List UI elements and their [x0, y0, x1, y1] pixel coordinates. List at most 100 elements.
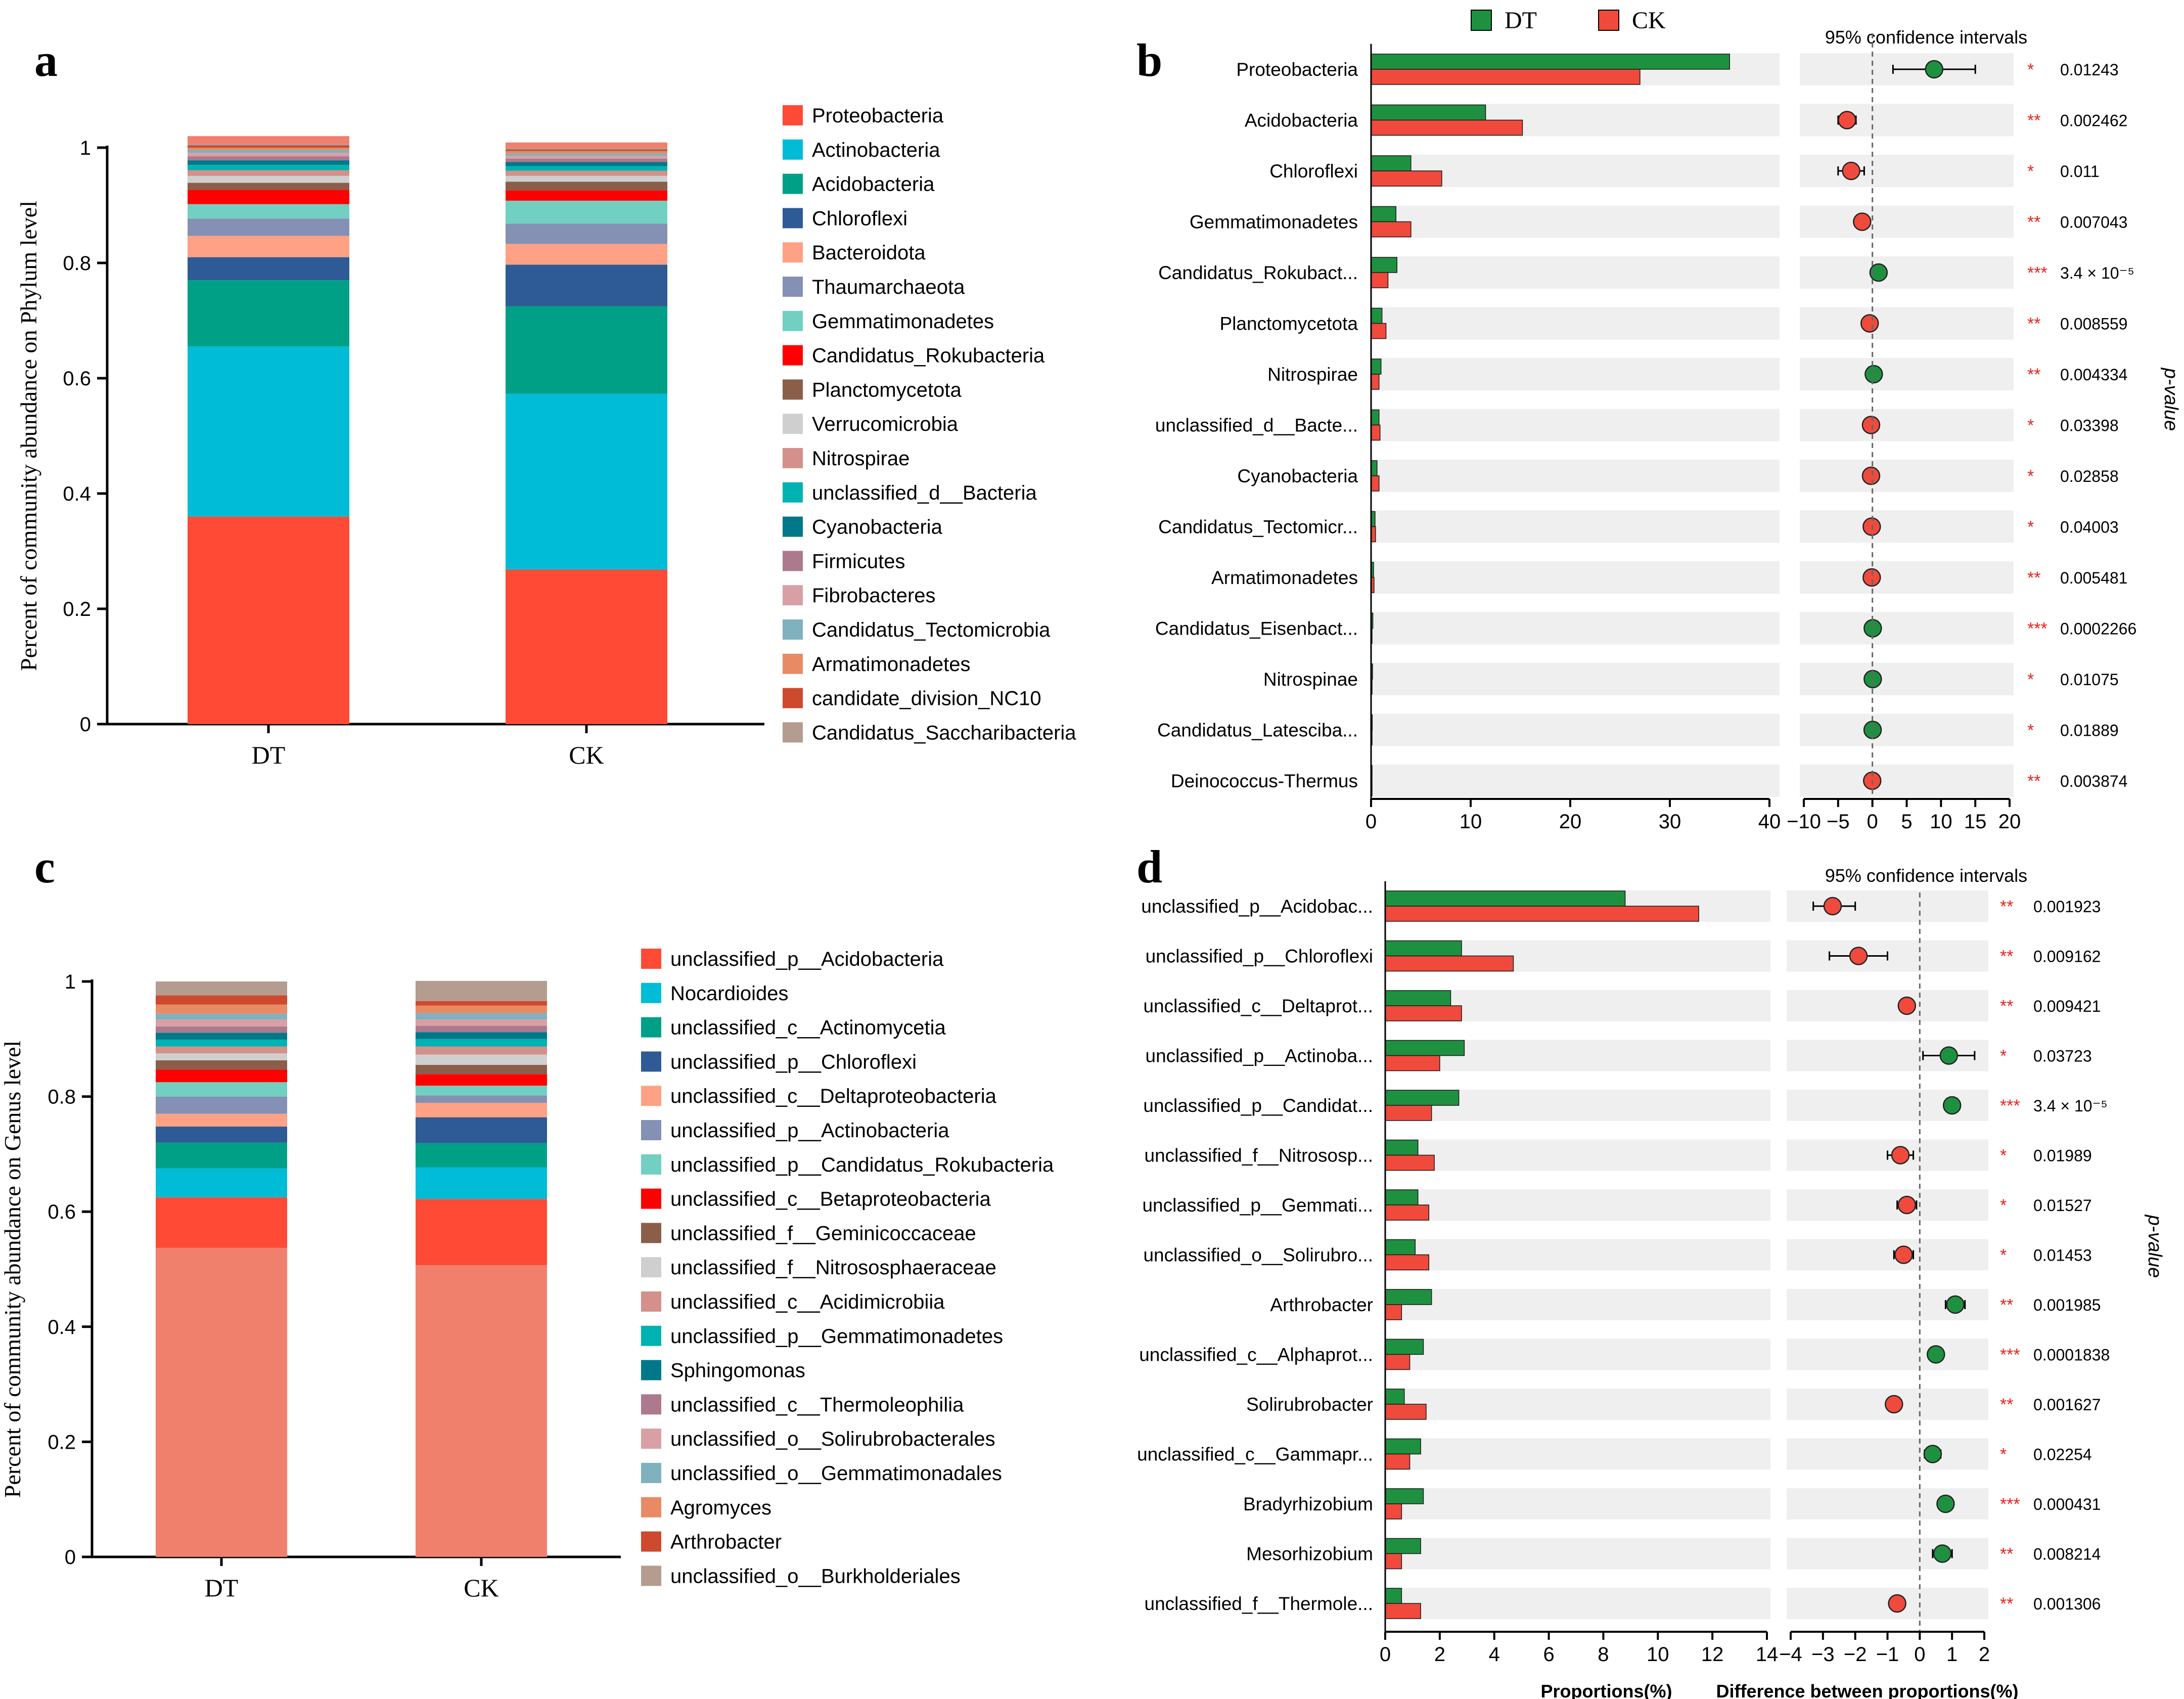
ci-point [1888, 1594, 1906, 1613]
row-band-right [1800, 612, 2014, 645]
row-band-left [1385, 1538, 1770, 1570]
p-value: 0.001627 [2033, 1396, 2101, 1414]
bar-ck [1371, 170, 1442, 187]
ci-x-tick-label: −1 [1876, 1643, 1899, 1666]
row-band-right [1787, 1189, 1988, 1221]
bar-segment-dt-7 [156, 1082, 287, 1097]
bar-segment-ck-14 [506, 155, 667, 159]
ci-point [1939, 1046, 1959, 1065]
bar-segment-ck-8 [416, 1074, 547, 1086]
y-tick-label: 0.4 [63, 483, 91, 505]
bar-ck [1385, 955, 1514, 972]
legend-label: Arthrobacter [670, 1531, 782, 1553]
legend-label: Candidatus_Rokubacteria [812, 345, 1045, 367]
legend-swatch [783, 688, 803, 708]
legend-swatch [641, 1223, 661, 1243]
p-value: 0.003874 [2060, 772, 2127, 790]
row-band-right [1787, 1338, 1988, 1370]
bar-segment-dt-18 [188, 144, 349, 146]
legend-label: Chloroflexi [812, 207, 907, 230]
bar-dt [1385, 1488, 1424, 1504]
legend-label: unclassified_c__Acidimicrobiia [670, 1291, 945, 1313]
ci-point [1849, 947, 1868, 965]
legend-label: unclassified_c__Betaproteobacteria [670, 1188, 991, 1211]
x-tick-label: 40 [1758, 811, 1781, 833]
bar-segment-ck-3 [506, 264, 667, 306]
p-value: 0.01075 [2060, 670, 2119, 689]
bar-segment-dt-11 [188, 165, 349, 170]
row-label: Solirubrobacter [1246, 1394, 1373, 1415]
bar-segment-ck-15 [506, 153, 667, 156]
bar-segment-dt-6 [188, 204, 349, 219]
legend-label: unclassified_p__Chloroflexi [670, 1051, 917, 1073]
bar-segment-dt-11 [156, 1046, 287, 1054]
bar-ck [1385, 1254, 1430, 1271]
bar-segment-dt-9 [188, 175, 349, 183]
p-value: 0.01889 [2060, 722, 2119, 740]
p-value: 0.03723 [2033, 1047, 2092, 1065]
bar-ck [1385, 1503, 1402, 1519]
row-label: Nitrospinae [1263, 669, 1358, 690]
legend-label: unclassified_p__Actinobacteria [670, 1120, 949, 1142]
row-band-left [1385, 1389, 1770, 1420]
x-tick-label: DT [252, 741, 286, 769]
ci-point [1864, 365, 1883, 384]
bar-segment-ck-6 [416, 1095, 547, 1103]
row-label: unclassified_p__Acidobac... [1141, 896, 1373, 917]
panel-c: c Percent of community abundance on Genus… [0, 841, 1054, 1602]
row-label: Mesorhizobium [1246, 1544, 1373, 1564]
y-tick-label: 0 [80, 713, 91, 736]
legend-swatch [641, 1120, 661, 1140]
bar-segment-ck-7 [506, 190, 667, 201]
row-band-left [1385, 1588, 1770, 1619]
bar-dt [1385, 1289, 1432, 1305]
legend-label: Acidobacteria [812, 173, 935, 196]
significance-stars: *** [2027, 619, 2048, 639]
row-label: unclassified_p__Actinoba... [1146, 1046, 1373, 1066]
legend-swatch [783, 345, 803, 366]
ci-point [1923, 1445, 1942, 1463]
y-tick-label: 1 [65, 971, 76, 993]
legend-swatch [783, 414, 803, 434]
significance-stars: * [2000, 1196, 2007, 1215]
bar-dt [1385, 1090, 1460, 1106]
row-band-right [1787, 1438, 1988, 1470]
row-band-left [1371, 409, 1780, 441]
bar-segment-dt-4 [156, 1126, 287, 1143]
legend-swatch [641, 1497, 661, 1517]
bar-segment-dt-9 [156, 1060, 287, 1070]
bar-dt [1385, 1438, 1421, 1455]
ci-point [1885, 1395, 1903, 1414]
bar-segment-ck-2 [416, 1167, 547, 1199]
bar-segment-dt-6 [156, 1096, 287, 1114]
legend-label: unclassified_p__Candidatus_Rokubacteria [670, 1154, 1054, 1176]
legend-swatch [641, 1291, 661, 1312]
legend-label: DT [1505, 7, 1537, 34]
p-value: 0.011 [2060, 162, 2100, 181]
legend-swatch [641, 1154, 661, 1175]
legend-swatch [641, 1325, 661, 1346]
bar-segment-ck-2 [506, 306, 667, 394]
p-value: 0.001985 [2033, 1296, 2101, 1314]
bar-dt [1371, 104, 1486, 121]
legend-label: Actinobacteria [812, 139, 940, 161]
bar-segment-ck-18 [506, 148, 667, 150]
p-value: 0.01989 [2033, 1147, 2092, 1165]
significance-stars: ** [2027, 365, 2040, 384]
y-axis-label: Percent of community abundance on Phylum… [16, 201, 41, 671]
bar-segment-dt-16 [156, 1013, 287, 1020]
row-band-left [1371, 358, 1780, 390]
row-band-right [1800, 561, 2014, 594]
row-band-left [1371, 307, 1780, 340]
legend-swatch [783, 139, 803, 160]
legend-label: unclassified_d__Bacteria [812, 482, 1037, 504]
row-band-right [1800, 104, 2014, 137]
x-tick-label: 4 [1489, 1643, 1500, 1666]
significance-stars: ** [2000, 997, 2013, 1016]
bar-segment-dt-5 [188, 218, 349, 236]
bar-dt [1385, 1040, 1465, 1056]
p-value: 0.000431 [2033, 1495, 2101, 1513]
bar-dt [1385, 1139, 1419, 1156]
bar-segment-dt-1 [188, 346, 349, 517]
